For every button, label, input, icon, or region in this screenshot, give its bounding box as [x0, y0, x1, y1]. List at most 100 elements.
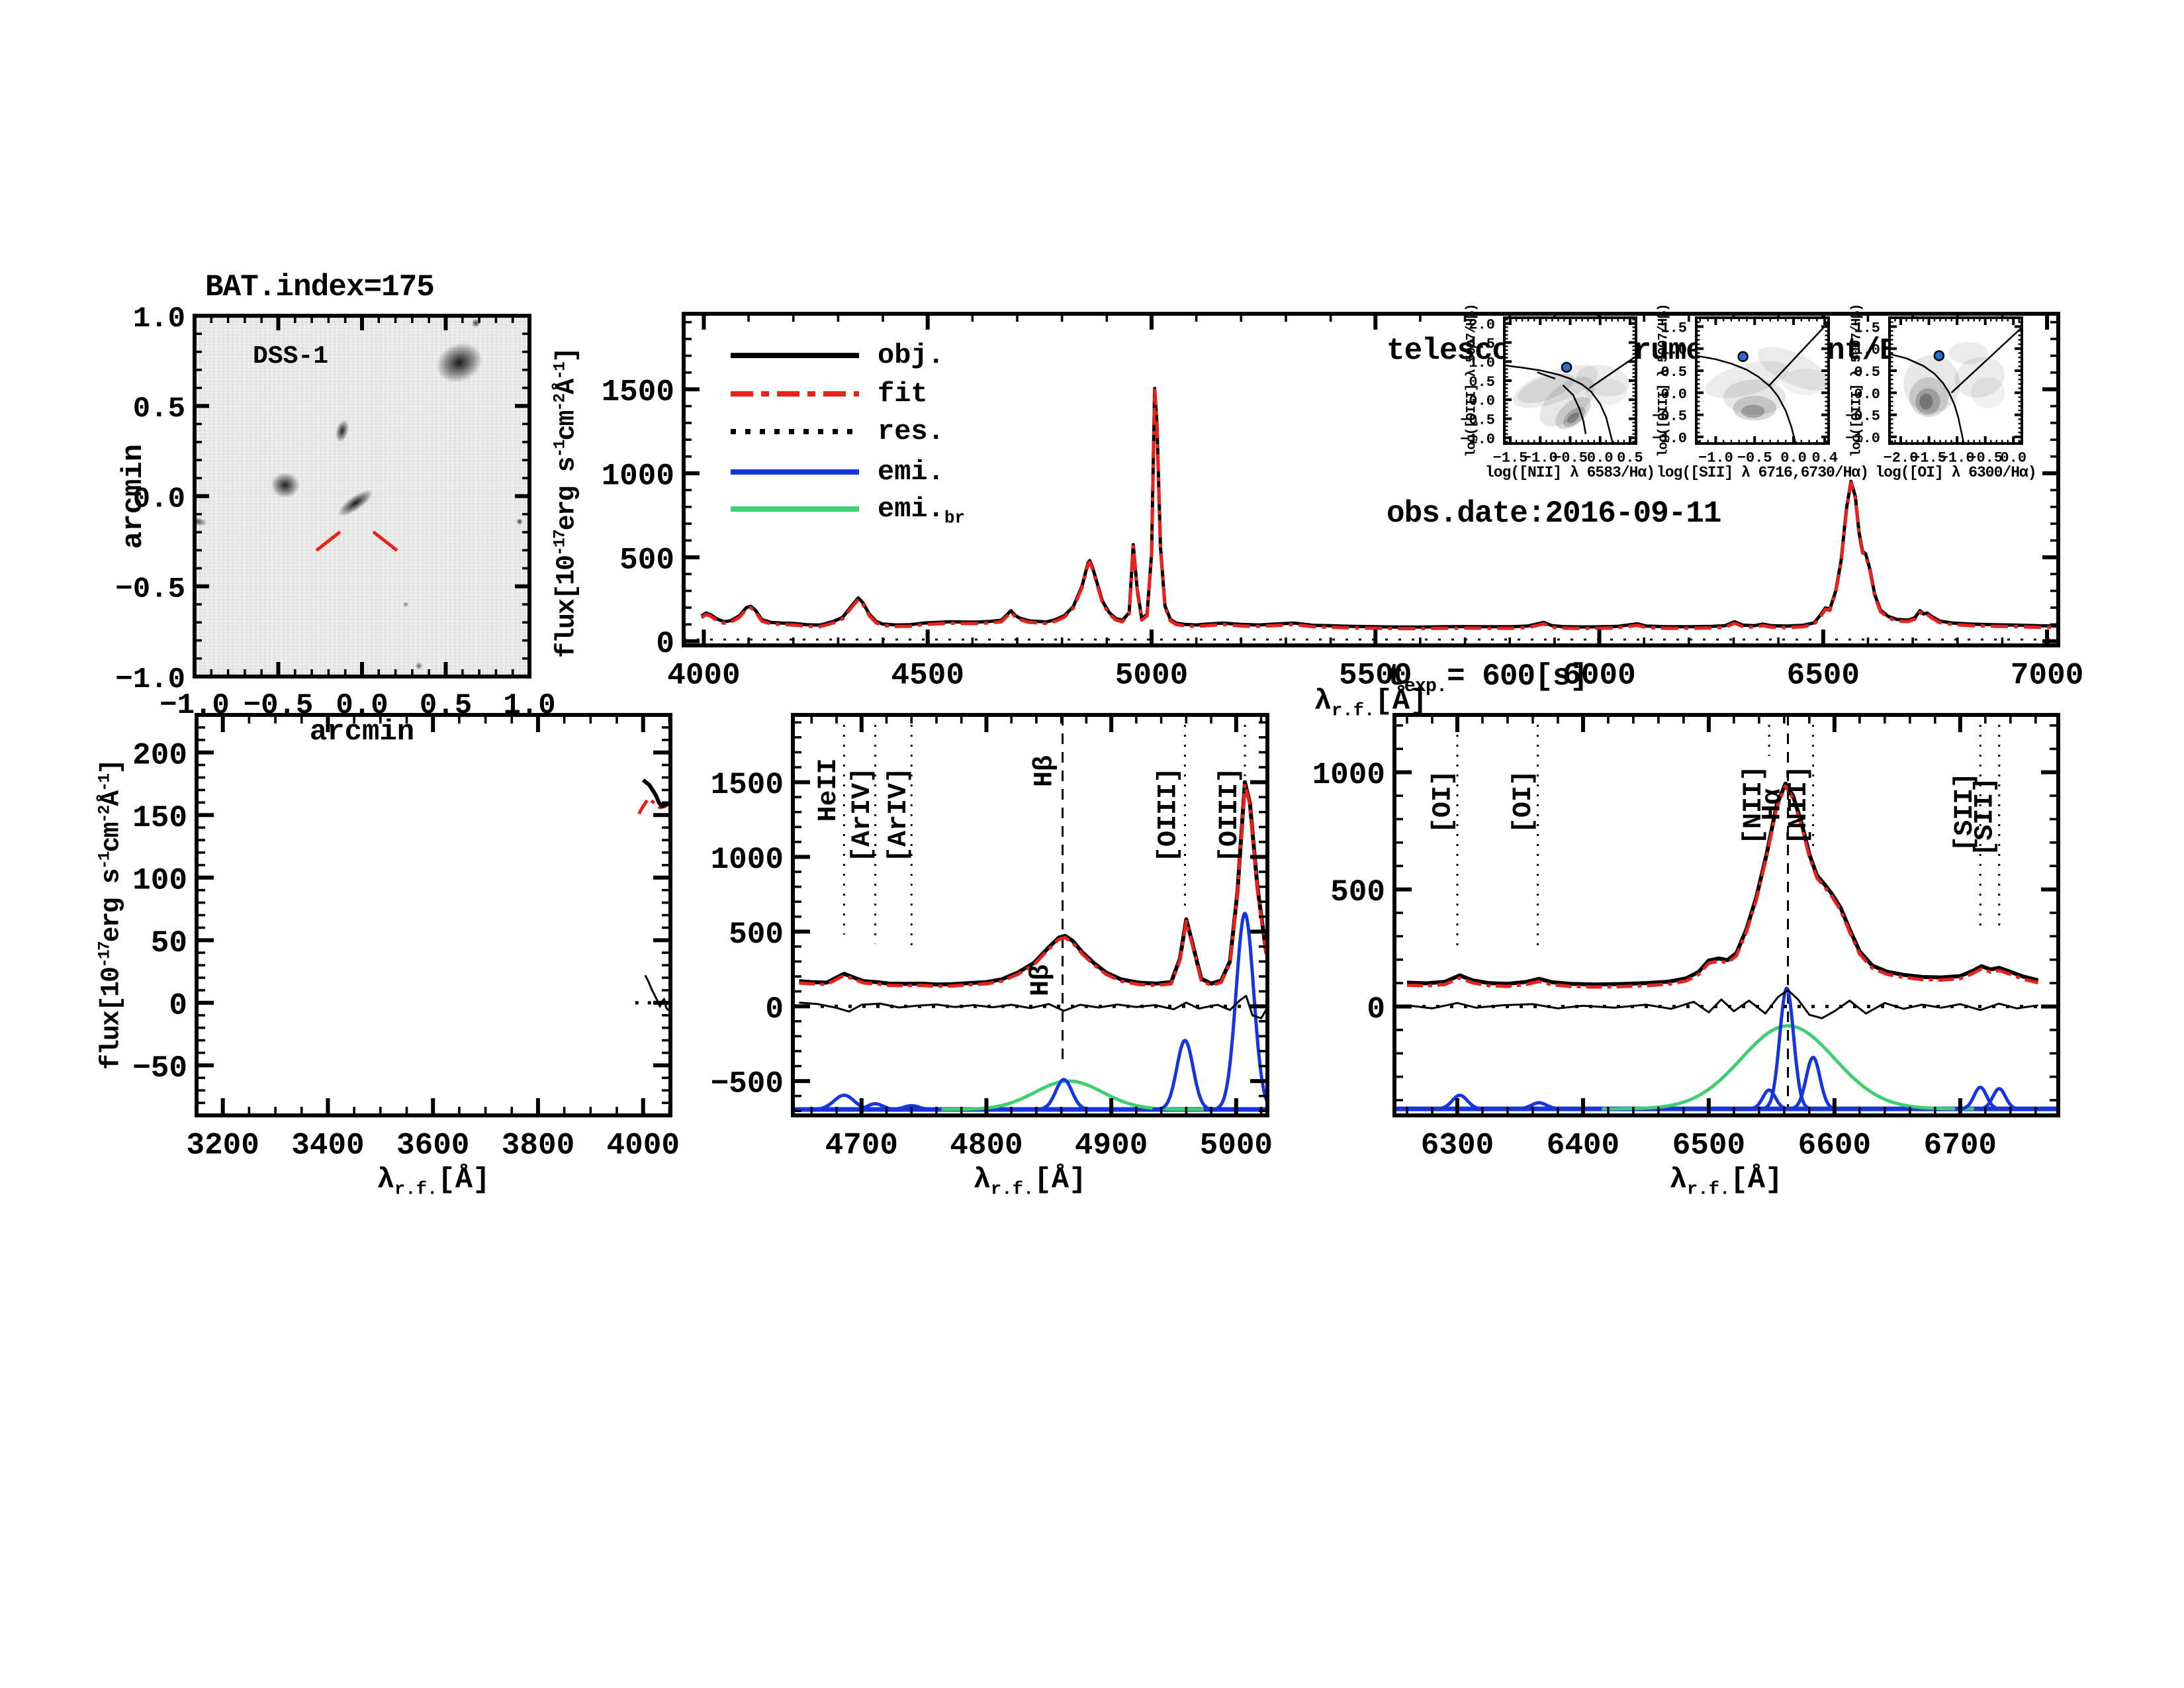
- svg-text:[SII]: [SII]: [1970, 777, 2000, 857]
- svg-text:−1.0: −1.0: [1652, 430, 1687, 447]
- svg-text:−0.5: −0.5: [115, 573, 185, 606]
- svg-text:6600: 6600: [1798, 1129, 1871, 1163]
- svg-text:6500: 6500: [1787, 659, 1860, 693]
- lambda-axis-title-halpha: λr.f.[Å]: [1669, 1163, 1783, 1200]
- svg-text:4700: 4700: [825, 1129, 898, 1163]
- svg-text:−0.5: −0.5: [1652, 408, 1687, 425]
- svg-text:[ArIV]: [ArIV]: [848, 767, 878, 863]
- svg-text:0: 0: [1367, 992, 1385, 1027]
- svg-text:Hβ: Hβ: [1030, 755, 1060, 787]
- svg-text:500: 500: [729, 917, 784, 952]
- svg-text:0: 0: [169, 988, 187, 1023]
- galaxy-blob: [265, 467, 305, 504]
- svg-text:0.0: 0.0: [133, 483, 185, 516]
- svg-text:0.0: 0.0: [1780, 450, 1807, 467]
- bat-index-line: BAT.index=175: [205, 270, 435, 305]
- svg-text:−0.5: −0.5: [1553, 450, 1588, 467]
- galaxy-blob: [401, 600, 410, 608]
- panel-uvzoom: 3200 3400 3600 3800 4000 −50 0 50 100 150 200: [132, 713, 680, 1163]
- svg-text:1.5: 1.5: [1854, 320, 1880, 336]
- svg-text:0.5: 0.5: [1661, 364, 1687, 381]
- svg-text:−1.0: −1.0: [1460, 431, 1495, 447]
- svg-text:6400: 6400: [1547, 1129, 1619, 1163]
- svg-text:[OIII]: [OIII]: [1154, 767, 1183, 863]
- lambda-axis-title-hbeta: λr.f.[Å]: [973, 1163, 1087, 1200]
- legend-line-emi: [731, 469, 859, 475]
- svg-text:−500: −500: [711, 1067, 784, 1102]
- svg-text:−1.5: −1.5: [1911, 450, 1946, 467]
- svg-text:0.5: 0.5: [133, 393, 185, 426]
- svg-text:[OI]: [OI]: [1509, 770, 1539, 833]
- bpt-nii-x-title: log([NII] λ 6583/Hα): [1484, 464, 1655, 481]
- panel-halpha: [OI] [OI] [NII]Hα[NII] [SII][SII] 6300 6400 65…: [1312, 713, 2060, 1163]
- svg-text:4500: 4500: [891, 659, 964, 693]
- svg-text:1.0: 1.0: [503, 689, 555, 722]
- svg-text:2.0: 2.0: [1469, 317, 1495, 334]
- svg-text:6300: 6300: [1421, 1129, 1494, 1163]
- panel-bpt_oi: −2.0−1.5−1.0−0.50.0−1.0−0.50.00.51.01.5: [1845, 316, 2026, 467]
- svg-text:0.5: 0.5: [1854, 364, 1880, 381]
- svg-text:[NII]: [NII]: [1739, 765, 1769, 845]
- svg-text:6700: 6700: [1924, 1129, 1997, 1163]
- obsdate-line: obs.date:2016-09-11: [1387, 496, 1721, 531]
- galaxy-blob: [514, 516, 524, 526]
- svg-text:1500: 1500: [602, 375, 674, 410]
- panel-dss_axes: −1.0 −0.5 0.0 0.5 1.0 −1.0 −0.5 0.0 0.5 1.0: [115, 303, 555, 722]
- lambda-axis-title-main: λr.f.[Å]: [1314, 684, 1428, 722]
- svg-text:200: 200: [132, 738, 187, 773]
- svg-text:−1.0: −1.0: [159, 689, 230, 722]
- svg-text:0.0: 0.0: [1854, 386, 1880, 402]
- svg-text:0.0: 0.0: [1661, 386, 1687, 402]
- galaxy-blob: [414, 660, 425, 671]
- panel-bpt_sii: −1.0 −0.5 0.0 0.4−1.0−0.50.00.51.01.5: [1652, 316, 1838, 467]
- svg-text:−0.5: −0.5: [1968, 450, 2003, 467]
- svg-text:[NII]: [NII]: [1784, 765, 1814, 845]
- svg-text:6000: 6000: [1563, 659, 1635, 693]
- svg-text:0.5: 0.5: [1469, 374, 1495, 391]
- svg-text:0.0: 0.0: [336, 689, 388, 722]
- svg-text:150: 150: [132, 801, 187, 835]
- bpt-oi-x-title: log([OI] λ 6300/Hα): [1875, 464, 2036, 481]
- svg-text:0.5: 0.5: [1617, 450, 1643, 467]
- svg-text:−1.0: −1.0: [115, 663, 185, 696]
- svg-text:3600: 3600: [396, 1129, 469, 1163]
- legend-line-res: [731, 429, 859, 434]
- svg-text:5000: 5000: [1200, 1129, 1273, 1163]
- svg-text:0.0: 0.0: [1469, 393, 1495, 410]
- svg-text:6500: 6500: [1672, 1129, 1745, 1163]
- svg-text:4000: 4000: [607, 1129, 680, 1163]
- svg-text:1.0: 1.0: [1469, 355, 1495, 371]
- svg-text:HeII: HeII: [814, 758, 844, 821]
- svg-text:0.5: 0.5: [420, 689, 472, 722]
- svg-text:1000: 1000: [602, 459, 674, 494]
- svg-text:0: 0: [765, 992, 784, 1027]
- svg-text:−1.0: −1.0: [1845, 430, 1880, 447]
- svg-text:1000: 1000: [1312, 758, 1385, 792]
- svg-text:−0.5: −0.5: [1737, 450, 1772, 467]
- svg-text:−1.5: −1.5: [1493, 450, 1528, 467]
- svg-text:500: 500: [1330, 875, 1385, 910]
- svg-text:−0.5: −0.5: [1460, 412, 1495, 428]
- lambda-axis-title-uvzoom: λr.f.[Å]: [377, 1163, 490, 1200]
- svg-text:0.0: 0.0: [1587, 450, 1614, 467]
- svg-text:1.0: 1.0: [133, 303, 185, 336]
- svg-text:−0.5: −0.5: [1845, 408, 1880, 425]
- svg-text:−1.0: −1.0: [1523, 450, 1558, 467]
- svg-text:0.0: 0.0: [2000, 450, 2026, 467]
- svg-text:3400: 3400: [291, 1129, 364, 1163]
- panel-bpt_nii: −1.5−1.0−0.5 0.0 0.5−1.0−0.50.00.51.01.52.…: [1460, 316, 1643, 467]
- exposure-line: texp.= 600[s]: [1387, 659, 1588, 698]
- svg-text:[OI]: [OI]: [1429, 770, 1459, 833]
- svg-text:3200: 3200: [186, 1129, 259, 1163]
- svg-text:5000: 5000: [1115, 659, 1188, 693]
- svg-text:−50: −50: [132, 1051, 187, 1086]
- svg-text:7000: 7000: [2011, 659, 2083, 693]
- legend-line-emi-br: [731, 506, 859, 512]
- svg-text:1500: 1500: [711, 768, 784, 802]
- panel-main: 4000 4500 5000 5500 6000 6500 7000 0 500 1000 1500: [602, 312, 2083, 693]
- svg-text:[OIII]: [OIII]: [1215, 767, 1245, 863]
- svg-text:1.5: 1.5: [1661, 320, 1687, 336]
- svg-text:0.4: 0.4: [1811, 450, 1838, 467]
- svg-text:5500: 5500: [1339, 659, 1412, 693]
